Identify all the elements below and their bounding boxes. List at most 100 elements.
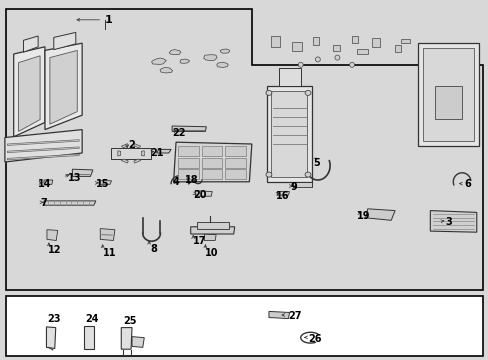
Polygon shape: [365, 209, 394, 220]
Polygon shape: [23, 36, 38, 52]
Text: 10: 10: [205, 248, 219, 258]
Polygon shape: [118, 151, 121, 156]
Text: 20: 20: [193, 190, 206, 200]
Text: 5: 5: [312, 158, 319, 168]
Ellipse shape: [305, 172, 310, 177]
Polygon shape: [203, 55, 217, 60]
Polygon shape: [14, 47, 45, 137]
Polygon shape: [266, 86, 311, 182]
Polygon shape: [279, 68, 301, 86]
Polygon shape: [169, 50, 181, 55]
Bar: [312, 37, 318, 45]
Polygon shape: [277, 192, 289, 195]
Polygon shape: [202, 169, 222, 179]
Text: 19: 19: [356, 211, 370, 221]
Text: 13: 13: [67, 173, 81, 183]
Text: 8: 8: [150, 244, 157, 254]
Ellipse shape: [349, 62, 354, 67]
Polygon shape: [121, 144, 128, 148]
Text: 11: 11: [102, 248, 116, 258]
Polygon shape: [54, 32, 76, 50]
Text: 21: 21: [150, 148, 164, 158]
Text: 2: 2: [128, 140, 135, 150]
Bar: [394, 45, 400, 52]
Polygon shape: [111, 148, 150, 159]
Text: 12: 12: [48, 245, 61, 255]
Polygon shape: [178, 169, 199, 179]
Polygon shape: [202, 158, 222, 168]
Text: 25: 25: [123, 316, 137, 326]
Text: 26: 26: [307, 334, 321, 345]
Polygon shape: [45, 43, 82, 130]
Polygon shape: [202, 146, 222, 156]
Bar: [400, 39, 409, 43]
Polygon shape: [132, 337, 144, 347]
Bar: [434, 86, 461, 119]
Polygon shape: [156, 149, 171, 153]
Polygon shape: [429, 211, 476, 232]
Bar: [332, 45, 339, 51]
Polygon shape: [6, 9, 482, 290]
Polygon shape: [220, 49, 229, 53]
Text: 4: 4: [172, 177, 179, 187]
Polygon shape: [100, 229, 115, 240]
Polygon shape: [160, 67, 172, 73]
Bar: [6, 296, 482, 356]
Text: 15: 15: [96, 179, 109, 189]
Polygon shape: [151, 58, 166, 64]
Polygon shape: [196, 222, 228, 229]
Polygon shape: [121, 328, 132, 349]
Polygon shape: [121, 159, 128, 163]
Polygon shape: [195, 191, 212, 196]
Polygon shape: [422, 48, 473, 141]
Polygon shape: [46, 327, 56, 348]
Polygon shape: [19, 56, 40, 131]
Polygon shape: [225, 146, 245, 156]
Polygon shape: [141, 151, 144, 156]
Text: 14: 14: [38, 179, 51, 189]
Polygon shape: [417, 43, 478, 146]
Ellipse shape: [265, 172, 271, 177]
Polygon shape: [100, 181, 111, 184]
Polygon shape: [173, 142, 251, 182]
Polygon shape: [5, 130, 82, 162]
Text: 1: 1: [105, 15, 113, 25]
Polygon shape: [216, 62, 228, 67]
Polygon shape: [178, 158, 199, 168]
Text: 17: 17: [193, 236, 206, 246]
Polygon shape: [225, 169, 245, 179]
Polygon shape: [190, 227, 234, 234]
Polygon shape: [44, 201, 96, 205]
Polygon shape: [7, 147, 79, 153]
Ellipse shape: [298, 62, 303, 67]
Text: 18: 18: [184, 175, 198, 185]
Bar: [356, 49, 367, 54]
Polygon shape: [7, 140, 79, 145]
Polygon shape: [271, 91, 306, 177]
Ellipse shape: [334, 55, 339, 60]
Text: 27: 27: [288, 311, 302, 321]
Bar: [351, 36, 357, 43]
Text: 16: 16: [276, 191, 289, 201]
Bar: [371, 38, 380, 47]
Text: 22: 22: [172, 128, 185, 138]
Polygon shape: [204, 234, 216, 240]
Polygon shape: [178, 146, 199, 156]
Polygon shape: [134, 159, 141, 163]
Polygon shape: [180, 59, 189, 63]
Ellipse shape: [265, 90, 271, 95]
Text: 6: 6: [464, 179, 470, 189]
Text: 7: 7: [40, 198, 47, 208]
Ellipse shape: [315, 57, 320, 62]
Text: 23: 23: [47, 314, 61, 324]
Polygon shape: [7, 154, 79, 160]
Bar: [292, 42, 302, 51]
Polygon shape: [47, 230, 58, 240]
Ellipse shape: [305, 90, 310, 95]
Polygon shape: [44, 180, 53, 184]
Text: 3: 3: [444, 217, 451, 228]
Polygon shape: [172, 126, 206, 131]
Text: 9: 9: [290, 182, 297, 192]
Polygon shape: [83, 326, 94, 349]
Polygon shape: [225, 158, 245, 168]
